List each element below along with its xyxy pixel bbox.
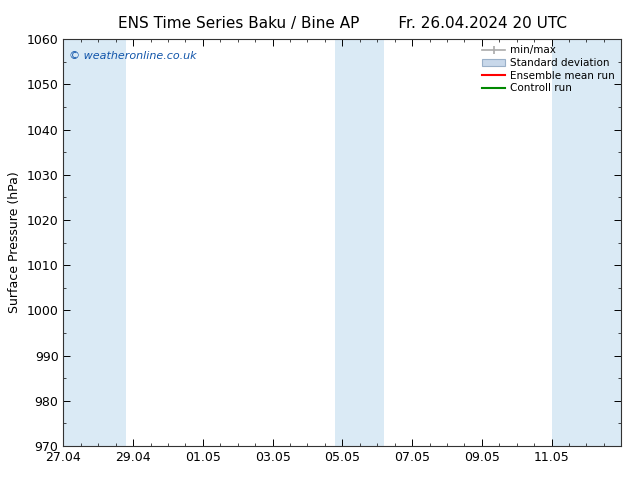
Bar: [63, 39, 126, 446]
Bar: [335, 39, 384, 446]
Y-axis label: Surface Pressure (hPa): Surface Pressure (hPa): [8, 172, 21, 314]
Text: © weatheronline.co.uk: © weatheronline.co.uk: [69, 51, 197, 61]
Title: ENS Time Series Baku / Bine AP        Fr. 26.04.2024 20 UTC: ENS Time Series Baku / Bine AP Fr. 26.04…: [118, 16, 567, 31]
Bar: [552, 39, 621, 446]
Legend: min/max, Standard deviation, Ensemble mean run, Controll run: min/max, Standard deviation, Ensemble me…: [478, 41, 619, 98]
